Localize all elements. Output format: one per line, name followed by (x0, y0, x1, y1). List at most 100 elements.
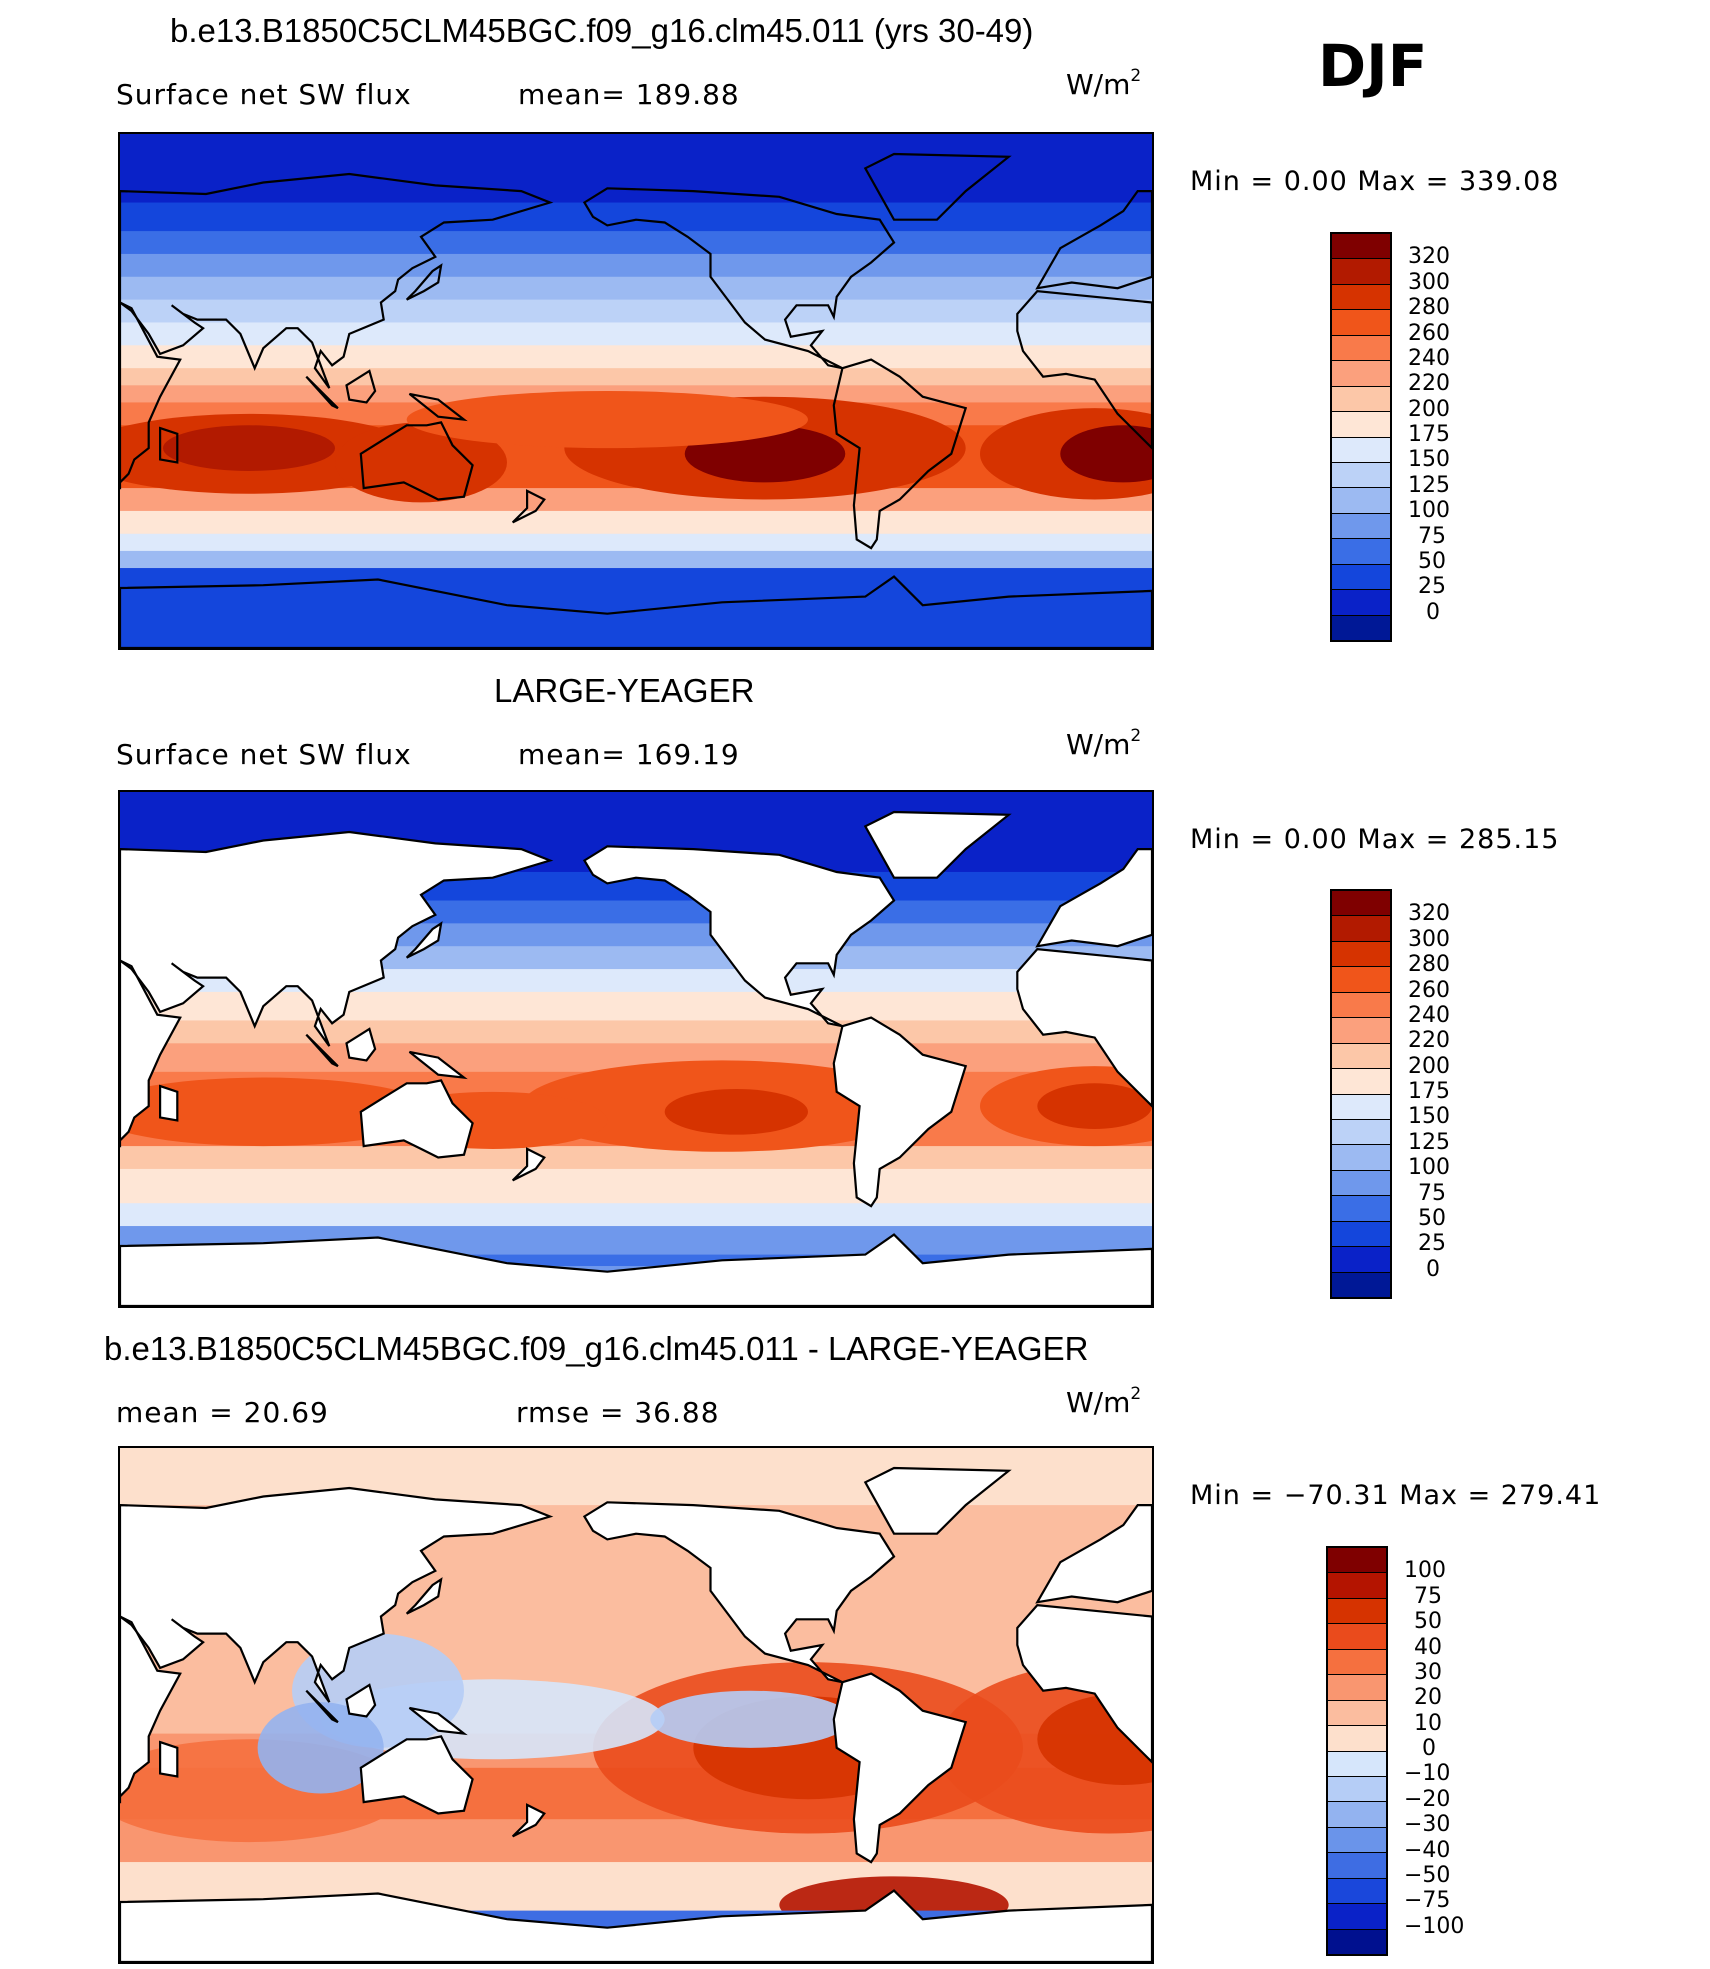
coastline (863, 152, 1012, 221)
coastline (345, 1683, 377, 1718)
panel2-colorbar-tick-label: 50 (1418, 1205, 1446, 1231)
panel3-colorbar-swatch (1328, 1648, 1386, 1675)
field-blob (257, 1702, 384, 1794)
panel3-colorbar-tick-label: −40 (1404, 1837, 1451, 1863)
panel3-units: W/m2 (1066, 1384, 1142, 1419)
field-blob (406, 391, 808, 449)
panel3-colorbar-swatch (1328, 1801, 1386, 1827)
coastline (1035, 848, 1152, 948)
field-band (120, 568, 1152, 648)
panel3-colorbar-swatch (1328, 1725, 1386, 1751)
panel3-colorbar-tick-label: 10 (1414, 1710, 1442, 1736)
panel3-colorbar-swatch (1328, 1548, 1386, 1573)
coastline (405, 921, 443, 959)
panel1-colorbar-tick-label: 220 (1408, 371, 1450, 397)
field-blob (163, 425, 335, 471)
panel1-colorbar-swatch (1332, 385, 1390, 412)
coastline (408, 392, 468, 422)
land-mass (346, 1685, 376, 1717)
land-mass (120, 832, 550, 1047)
panel3-colorbar-swatch (1328, 1750, 1386, 1776)
panel3-colorbar (1326, 1546, 1388, 1956)
panel1-colorbar-swatch (1332, 309, 1390, 335)
field-band (120, 202, 1152, 232)
coastline (832, 1016, 968, 1208)
coastline (359, 421, 474, 501)
panel3-colorbar-swatch (1328, 1623, 1386, 1649)
panel3-colorbar-swatch (1328, 1928, 1386, 1954)
panel3-colorbar-tick-label: 30 (1414, 1659, 1442, 1685)
panel1-colorbar-tick-label: 240 (1408, 345, 1450, 371)
panel3-colorbar-swatch (1328, 1877, 1386, 1904)
panel2-colorbar-swatch (1332, 966, 1390, 992)
coastline (832, 1672, 968, 1864)
coastline (511, 489, 546, 524)
coastline (159, 1084, 179, 1122)
field-band (120, 533, 1152, 552)
coastline (511, 1803, 546, 1838)
coastline (120, 830, 554, 1047)
coastline (405, 1577, 443, 1615)
panel1-colorbar-swatch (1332, 487, 1390, 513)
panel1-colorbar-tick-label: 75 (1418, 523, 1446, 549)
panel1-colorbar-swatch (1332, 589, 1390, 615)
panel2-colorbar-swatch (1332, 891, 1390, 916)
panel3-colorbar-tick-label: 75 (1414, 1583, 1442, 1609)
coastline (120, 1615, 182, 1804)
field-band (120, 368, 1152, 386)
panel1-colorbar-tick-label: 50 (1418, 548, 1446, 574)
field-band (120, 510, 1152, 535)
panel2-map (118, 790, 1154, 1308)
panel3-colorbar-tick-label: −30 (1404, 1812, 1451, 1838)
panel2-land-mask (120, 812, 1152, 1306)
land-mass (1037, 1505, 1152, 1603)
land-mass (360, 1080, 473, 1158)
panel1-colorbar-tick-label: 125 (1408, 472, 1450, 498)
land-mass (160, 1086, 178, 1121)
coastline (159, 426, 179, 464)
field-blob (1037, 1083, 1152, 1129)
coastline (1035, 190, 1152, 290)
field-blob (650, 1690, 852, 1748)
land-mass (1017, 1605, 1152, 1763)
panel2-colorbar-swatch (1332, 1068, 1390, 1094)
land-mass (1037, 849, 1152, 947)
panel1-colorbar-tick-label: 280 (1408, 295, 1450, 321)
panel1-colorbar-swatch (1332, 234, 1390, 259)
land-mass (865, 812, 1009, 878)
panel3-colorbar-tick-label: −10 (1404, 1761, 1451, 1787)
panel2-coastlines (120, 810, 1152, 1306)
coastline (1035, 1504, 1152, 1604)
panel3-colorbar-swatch (1328, 1572, 1386, 1598)
coastline (1016, 289, 1152, 450)
coastline (120, 301, 182, 490)
panel2-colorbar-tick-label: 100 (1408, 1155, 1450, 1181)
field-band (120, 276, 1152, 301)
panel3-colorbar-tick-label: 50 (1414, 1609, 1442, 1635)
panel1-colorbar-tick-label: 260 (1408, 320, 1450, 346)
panel2-colorbar-tick-label: 240 (1408, 1002, 1450, 1028)
panel1-field (120, 134, 1152, 648)
panel3-map (118, 1446, 1154, 1964)
panel3-land-mask (120, 1468, 1152, 1962)
panel2-colorbar-swatch (1332, 1169, 1390, 1196)
panel3-colorbar-swatch (1328, 1903, 1386, 1929)
panel3-mean: mean = 20.69 (116, 1396, 329, 1429)
land-mass (584, 846, 894, 1027)
panel2-colorbar-swatch (1332, 940, 1390, 967)
land-mass (409, 1707, 464, 1734)
field-band (120, 345, 1152, 369)
panel2-colorbar-tick-label: 0 (1426, 1256, 1440, 1282)
field-band (120, 322, 1152, 346)
panel2-units: W/m2 (1066, 726, 1142, 761)
coastline (120, 172, 554, 389)
panel1-colorbar-swatch (1332, 334, 1390, 361)
panel2-colorbar-swatch (1332, 991, 1390, 1018)
land-mass (120, 1890, 1152, 1962)
panel1-colorbar-tick-label: 200 (1408, 396, 1450, 422)
panel1-map (118, 132, 1154, 650)
panel3-colorbar-tick-label: −50 (1404, 1862, 1451, 1888)
panel3-colorbar-swatch (1328, 1852, 1386, 1878)
coastline (345, 1027, 377, 1062)
panel1-variable: Surface net SW flux (116, 78, 412, 111)
